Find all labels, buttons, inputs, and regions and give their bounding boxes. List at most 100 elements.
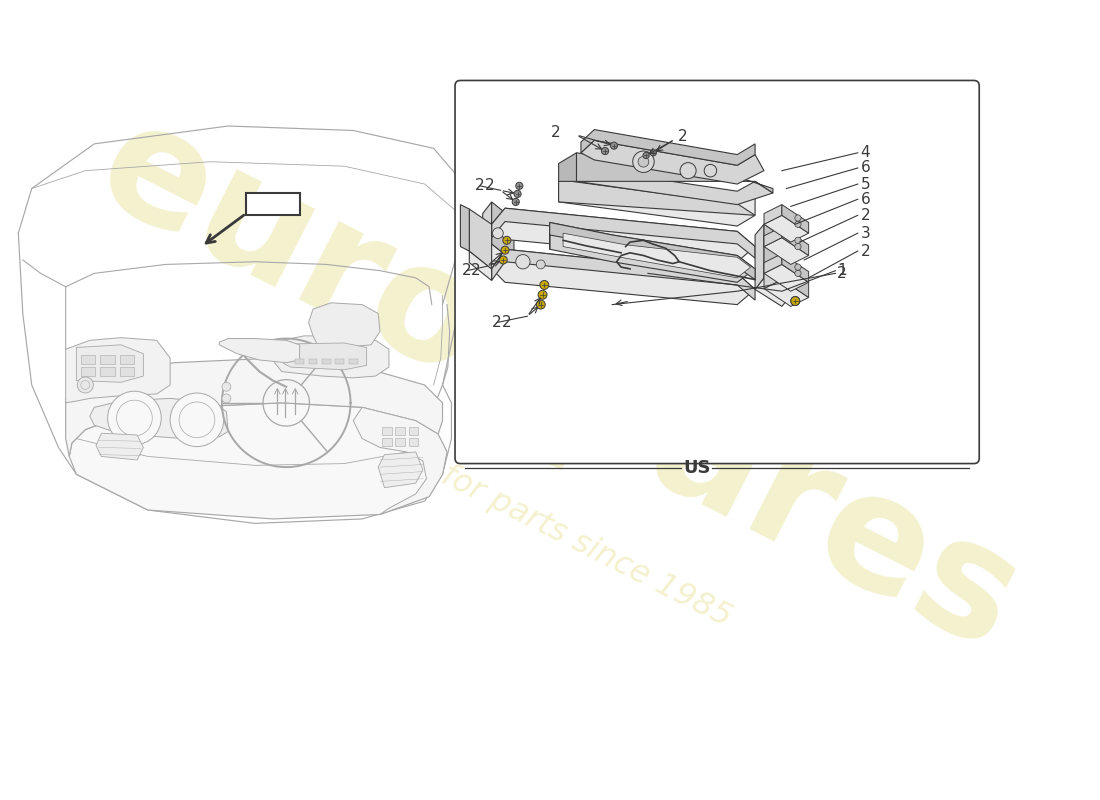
Text: eurospares: eurospares <box>74 86 1044 683</box>
Polygon shape <box>69 403 447 519</box>
Text: 2: 2 <box>860 208 870 223</box>
Circle shape <box>540 281 549 290</box>
Circle shape <box>222 394 231 403</box>
Bar <box>80 367 95 376</box>
Text: 2: 2 <box>492 315 502 330</box>
Polygon shape <box>755 224 764 290</box>
Bar <box>395 427 405 435</box>
Polygon shape <box>284 343 366 370</box>
Circle shape <box>77 377 94 393</box>
Circle shape <box>795 221 801 227</box>
Bar <box>100 354 114 363</box>
Circle shape <box>791 297 800 306</box>
Text: 2: 2 <box>475 178 484 194</box>
Circle shape <box>638 156 649 167</box>
Text: 2: 2 <box>678 130 688 144</box>
Polygon shape <box>76 345 143 382</box>
Circle shape <box>650 150 657 156</box>
Text: 2: 2 <box>502 315 512 330</box>
Bar <box>349 359 358 365</box>
Circle shape <box>704 165 717 177</box>
Polygon shape <box>782 254 808 282</box>
Circle shape <box>493 228 503 238</box>
Polygon shape <box>470 209 492 269</box>
Bar <box>120 367 134 376</box>
Polygon shape <box>764 215 808 242</box>
Polygon shape <box>483 202 492 255</box>
Circle shape <box>222 382 231 391</box>
Polygon shape <box>559 179 755 215</box>
Polygon shape <box>764 238 808 265</box>
Polygon shape <box>782 265 808 298</box>
Circle shape <box>516 182 522 190</box>
Polygon shape <box>353 407 447 514</box>
Text: a passion for parts since 1985: a passion for parts since 1985 <box>292 386 736 634</box>
Circle shape <box>514 190 521 198</box>
Text: 2: 2 <box>837 266 847 281</box>
Polygon shape <box>492 202 514 262</box>
Polygon shape <box>66 338 170 403</box>
Polygon shape <box>483 244 514 274</box>
Bar <box>322 359 331 365</box>
Text: 2: 2 <box>462 263 471 278</box>
Circle shape <box>795 264 801 270</box>
Text: 6: 6 <box>860 161 870 175</box>
Polygon shape <box>492 250 755 300</box>
Circle shape <box>791 297 800 306</box>
Circle shape <box>680 162 696 178</box>
Polygon shape <box>66 358 442 457</box>
Text: 2: 2 <box>471 263 481 278</box>
Text: 1: 1 <box>837 263 847 278</box>
Bar <box>100 367 114 376</box>
Circle shape <box>537 300 546 309</box>
Circle shape <box>795 215 801 221</box>
Polygon shape <box>782 227 808 255</box>
Polygon shape <box>764 224 791 296</box>
Bar <box>408 427 418 435</box>
Text: 3: 3 <box>860 226 870 241</box>
Circle shape <box>632 151 654 173</box>
Circle shape <box>795 243 801 250</box>
Text: 4: 4 <box>860 146 870 160</box>
Polygon shape <box>576 153 773 193</box>
Polygon shape <box>378 452 422 488</box>
Polygon shape <box>563 233 750 278</box>
Polygon shape <box>246 193 299 215</box>
Bar <box>395 438 405 446</box>
Bar <box>408 438 418 446</box>
Circle shape <box>795 270 801 277</box>
FancyBboxPatch shape <box>455 81 979 463</box>
Polygon shape <box>764 265 808 291</box>
Polygon shape <box>581 130 755 166</box>
Circle shape <box>499 256 507 264</box>
Bar <box>336 359 344 365</box>
Polygon shape <box>492 208 755 258</box>
Circle shape <box>610 142 617 150</box>
Polygon shape <box>764 227 782 246</box>
Circle shape <box>537 260 546 269</box>
Circle shape <box>602 147 608 154</box>
Polygon shape <box>764 265 782 289</box>
Polygon shape <box>219 338 299 362</box>
Text: 5: 5 <box>860 177 870 191</box>
Bar <box>80 354 95 363</box>
Circle shape <box>538 290 547 299</box>
Polygon shape <box>273 336 389 378</box>
Bar <box>382 427 392 435</box>
Text: 6: 6 <box>860 192 870 206</box>
Polygon shape <box>492 208 755 262</box>
Circle shape <box>795 237 801 243</box>
Circle shape <box>500 246 509 254</box>
Polygon shape <box>559 153 576 182</box>
Polygon shape <box>550 222 755 280</box>
Circle shape <box>516 254 530 269</box>
Circle shape <box>513 198 519 206</box>
Circle shape <box>644 152 649 158</box>
Text: US: US <box>683 459 711 477</box>
Text: 2: 2 <box>484 178 494 194</box>
Polygon shape <box>309 303 379 347</box>
Polygon shape <box>764 254 782 274</box>
Polygon shape <box>782 205 808 233</box>
Polygon shape <box>550 222 755 282</box>
Circle shape <box>170 393 223 446</box>
